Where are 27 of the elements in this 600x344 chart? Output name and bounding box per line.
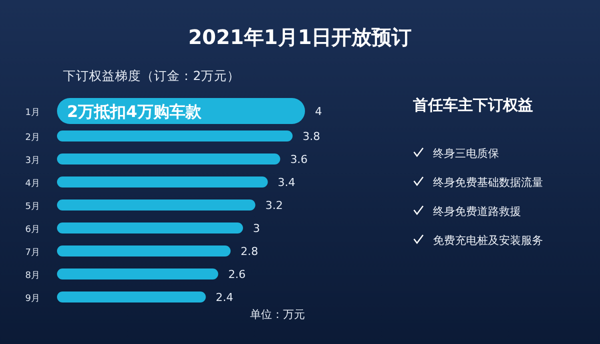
text: 终身免费基础数据流量 xyxy=(433,176,543,189)
y-tick-label: 7月 xyxy=(25,248,40,258)
data-label: 3.2 xyxy=(265,199,283,212)
data-label: 3 xyxy=(253,222,260,235)
annotation: 单位：万元 xyxy=(250,308,305,321)
chart-title: 2021年1月1日开放预订 xyxy=(188,25,412,49)
text: 终身免费道路救援 xyxy=(433,205,521,218)
data-label: 2.4 xyxy=(216,291,234,304)
y-tick-label: 2月 xyxy=(25,133,40,143)
data-label: 2.6 xyxy=(228,268,246,281)
y-tick-label: 4月 xyxy=(25,179,40,189)
data-label: 3.4 xyxy=(278,176,296,189)
chart-subtitle: 下订权益梯度（订金：2万元） xyxy=(63,68,240,83)
data-label: 3.8 xyxy=(302,130,320,143)
text: 免费充电桩及安装服务 xyxy=(433,234,543,247)
data-label: 3.6 xyxy=(290,153,308,166)
y-tick-label: 3月 xyxy=(25,156,40,166)
y-tick-label: 8月 xyxy=(25,271,40,281)
y-tick-label: 5月 xyxy=(25,202,40,212)
text: 终身三电质保 xyxy=(433,147,499,160)
y-tick-label: 1月 xyxy=(25,108,40,118)
y-tick-label: 9月 xyxy=(25,294,40,304)
text: 首任车主下订权益 xyxy=(412,96,533,114)
annotation: 2万抵扣4万购车款 xyxy=(67,102,202,121)
y-tick-label: 6月 xyxy=(25,225,40,235)
data-label: 4 xyxy=(315,105,322,118)
data-label: 2.8 xyxy=(240,245,258,258)
